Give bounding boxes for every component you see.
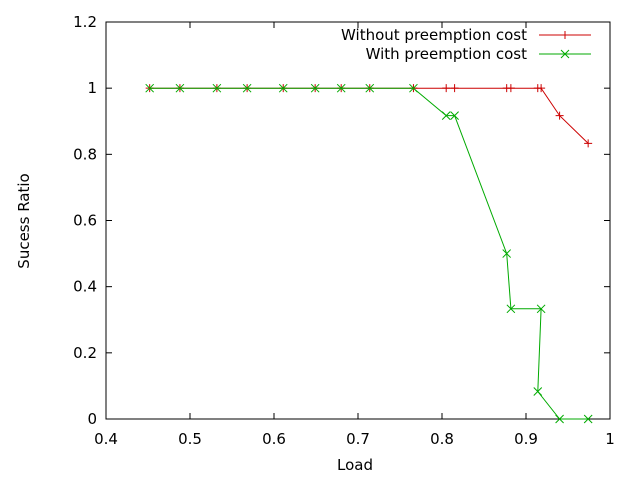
data-point	[212, 83, 222, 93]
series-1	[145, 84, 593, 148]
data-point	[555, 414, 564, 424]
data-point	[278, 83, 288, 93]
data-point	[450, 84, 459, 93]
data-point	[175, 83, 185, 93]
x-tick-label: 1	[605, 430, 615, 448]
data-point	[310, 83, 320, 93]
data-point	[555, 111, 564, 120]
series-line	[149, 87, 589, 420]
axis-ticks: 0.4 0.5 0.6 0.7 0.8 0.9 1 0 0.2 0.4 0.6 0.8 1 1.2	[73, 13, 615, 448]
data-point	[450, 111, 459, 120]
data-point	[584, 139, 593, 148]
y-tick-label: 0.6	[73, 212, 97, 230]
x-tick-label: 0.7	[346, 430, 370, 448]
data-point	[242, 83, 252, 93]
y-tick-label: 1.2	[73, 13, 97, 31]
legend-label: Without preemption cost	[341, 26, 527, 44]
data-point	[506, 304, 516, 314]
data-point	[536, 304, 546, 314]
y-tick-label: 0	[87, 410, 97, 428]
x-axis-title: Load	[337, 456, 373, 474]
data-point	[537, 84, 546, 93]
x-tick-label: 0.8	[430, 430, 454, 448]
data-point	[441, 111, 451, 120]
legend-label: With preemption cost	[366, 45, 528, 63]
legend-marker	[560, 49, 570, 59]
legend-marker	[561, 31, 569, 39]
data-point	[365, 83, 375, 93]
x-tick-label: 0.9	[514, 430, 538, 448]
series-line	[149, 87, 589, 144]
data-point	[145, 83, 155, 93]
data-point	[533, 387, 543, 396]
data-point	[506, 84, 515, 93]
y-tick-label: 0.4	[73, 278, 97, 296]
data-point	[583, 414, 593, 424]
data-point	[502, 249, 512, 258]
y-axis-title: Sucess Ratio	[15, 173, 33, 268]
plot-frame	[105, 21, 611, 420]
y-tick-label: 1	[87, 79, 97, 97]
y-tick-label: 0.8	[73, 145, 97, 163]
series-2	[145, 83, 593, 424]
series-layer	[145, 83, 593, 424]
data-point	[409, 83, 418, 93]
data-point	[336, 83, 346, 93]
x-tick-label: 0.6	[262, 430, 286, 448]
y-tick-label: 0.2	[73, 344, 97, 362]
x-tick-label: 0.4	[94, 430, 118, 448]
x-tick-label: 0.5	[178, 430, 202, 448]
plot-border	[105, 21, 611, 420]
data-point	[442, 84, 451, 93]
